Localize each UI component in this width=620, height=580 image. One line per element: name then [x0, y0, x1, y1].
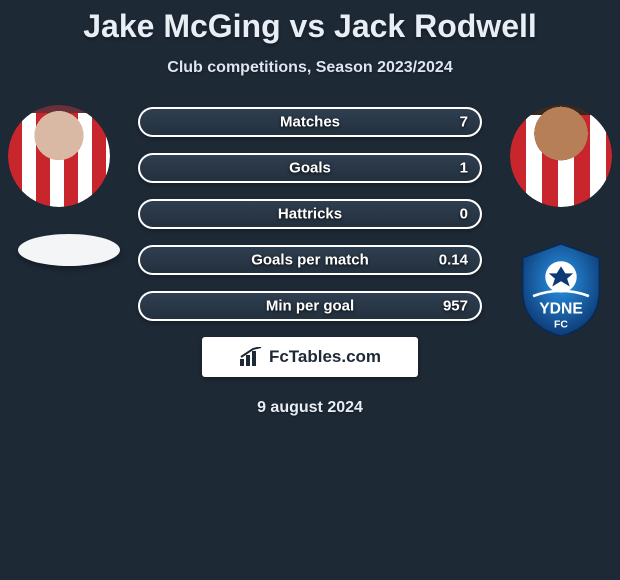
stat-row: Min per goal 957: [138, 291, 482, 321]
stats-list: Matches 7 Goals 1 Hattricks 0 Goals per match 0…: [138, 105, 482, 321]
club-right-subtext: FC: [554, 320, 568, 331]
stat-label: Goals: [289, 160, 331, 177]
player-left-avatar: [8, 105, 110, 207]
player-left-avatar-img: [8, 105, 110, 207]
branding-icon: [239, 347, 263, 367]
stat-value-right: 7: [460, 114, 468, 131]
stat-value-right: 957: [443, 298, 468, 315]
branding-badge: FcTables.com: [202, 337, 418, 377]
club-right-shield: YDNE FC: [517, 242, 605, 338]
stat-row: Goals 1: [138, 153, 482, 183]
branding-text: FcTables.com: [269, 347, 381, 367]
page-title: Jake McGing vs Jack Rodwell: [0, 0, 620, 45]
subtitle: Club competitions, Season 2023/2024: [0, 59, 620, 77]
stat-label: Hattricks: [278, 206, 342, 223]
club-right-text: YDNE: [539, 301, 583, 318]
stat-label: Goals per match: [251, 252, 369, 269]
player-right-avatar: [510, 105, 612, 207]
stat-value-right: 1: [460, 160, 468, 177]
player-right-avatar-img: [510, 105, 612, 207]
stat-value-right: 0.14: [439, 252, 468, 269]
stat-row: Matches 7: [138, 107, 482, 137]
date-text: 9 august 2024: [0, 399, 620, 417]
comparison-panel: YDNE FC Matches7Goals1Hattricks0Goals pe…: [0, 105, 620, 321]
stat-value-right: 0: [460, 206, 468, 223]
stat-row: Hattricks 0: [138, 199, 482, 229]
club-right-badge: YDNE FC: [510, 239, 612, 341]
club-left-badge: [18, 225, 120, 275]
stat-label: Min per goal: [266, 298, 354, 315]
club-left-placeholder: [18, 234, 120, 266]
stat-label: Matches: [280, 114, 340, 131]
stat-row: Goals per match 0.14: [138, 245, 482, 275]
